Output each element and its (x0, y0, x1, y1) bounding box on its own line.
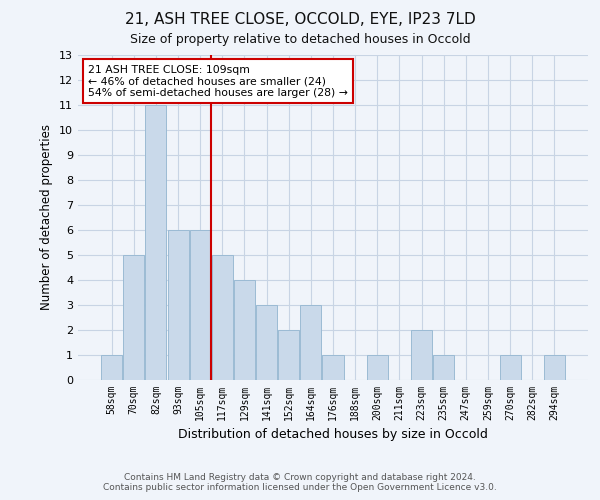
Text: Size of property relative to detached houses in Occold: Size of property relative to detached ho… (130, 32, 470, 46)
Bar (367, 355, 388, 380)
Text: 21 ASH TREE CLOSE: 109sqm
← 46% of detached houses are smaller (24)
54% of semi-: 21 ASH TREE CLOSE: 109sqm ← 46% of detac… (88, 64, 348, 98)
Bar (124, 255, 145, 380)
Bar (190, 230, 211, 380)
Text: 21, ASH TREE CLOSE, OCCOLD, EYE, IP23 7LD: 21, ASH TREE CLOSE, OCCOLD, EYE, IP23 7L… (125, 12, 475, 28)
Bar (433, 355, 454, 380)
Bar (278, 330, 299, 380)
Bar (212, 255, 233, 380)
Text: Contains HM Land Registry data © Crown copyright and database right 2024.
Contai: Contains HM Land Registry data © Crown c… (103, 473, 497, 492)
X-axis label: Distribution of detached houses by size in Occold: Distribution of detached houses by size … (178, 428, 488, 442)
Bar (145, 105, 166, 380)
Bar (301, 305, 322, 380)
Bar (322, 355, 344, 380)
Bar (256, 305, 277, 380)
Bar (411, 330, 432, 380)
Bar (544, 355, 565, 380)
Bar (101, 355, 122, 380)
Y-axis label: Number of detached properties: Number of detached properties (40, 124, 53, 310)
Bar (500, 355, 521, 380)
Bar (234, 280, 255, 380)
Bar (167, 230, 188, 380)
